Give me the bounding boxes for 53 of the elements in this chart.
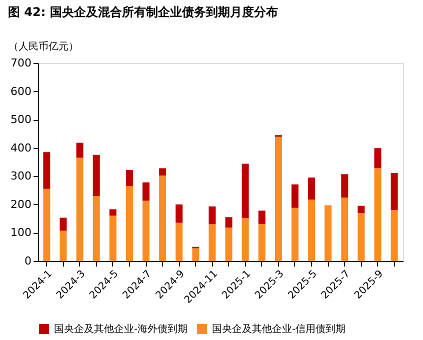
bar <box>76 142 84 158</box>
bar <box>242 218 249 261</box>
bar <box>374 168 382 261</box>
bar <box>225 228 232 261</box>
bar <box>159 176 166 261</box>
bar <box>374 148 382 168</box>
y-tick-label: 700 <box>10 56 32 70</box>
bar <box>390 173 398 210</box>
bar <box>192 248 200 261</box>
legend-label: 国央企及其他企业-信用债到期 <box>212 323 346 335</box>
bar <box>142 200 150 261</box>
bar <box>308 178 316 200</box>
bar <box>341 174 348 198</box>
bar <box>324 205 332 261</box>
bar <box>291 208 298 261</box>
bar <box>176 204 183 223</box>
bar <box>390 210 398 261</box>
y-tick-label: 600 <box>10 84 32 98</box>
bar <box>308 200 316 261</box>
bar <box>92 196 100 261</box>
bar <box>126 170 133 186</box>
bar <box>92 154 100 196</box>
y-tick-label: 0 <box>24 254 32 268</box>
y-axis-title: （人民币亿元） <box>8 40 78 52</box>
bar <box>176 222 183 261</box>
bar <box>341 198 348 261</box>
bar <box>208 206 216 224</box>
bar <box>291 184 298 208</box>
bar <box>43 152 50 189</box>
bar <box>258 210 266 224</box>
bar <box>142 182 150 201</box>
bar <box>109 216 116 261</box>
bar <box>225 217 232 228</box>
bar <box>208 224 216 261</box>
bar <box>159 168 166 176</box>
bar <box>60 230 67 261</box>
bar <box>258 224 266 261</box>
bar <box>43 188 50 261</box>
y-tick-label: 100 <box>10 226 32 240</box>
y-tick-label: 200 <box>10 198 32 211</box>
bar <box>60 218 67 231</box>
bar <box>242 164 249 218</box>
bar <box>274 136 282 261</box>
y-tick-label: 400 <box>10 141 32 154</box>
y-tick-label: 300 <box>10 170 32 183</box>
bar <box>76 158 84 261</box>
y-tick-label: 500 <box>10 113 32 126</box>
bar <box>358 206 365 214</box>
bar <box>109 209 116 216</box>
chart-title: 图 42: 国央企及混合所有制企业债务到期月度分布 <box>8 5 278 19</box>
bar <box>358 213 365 261</box>
bar <box>126 186 133 261</box>
legend-label: 国央企及其他企业-海外债到期 <box>54 323 188 335</box>
